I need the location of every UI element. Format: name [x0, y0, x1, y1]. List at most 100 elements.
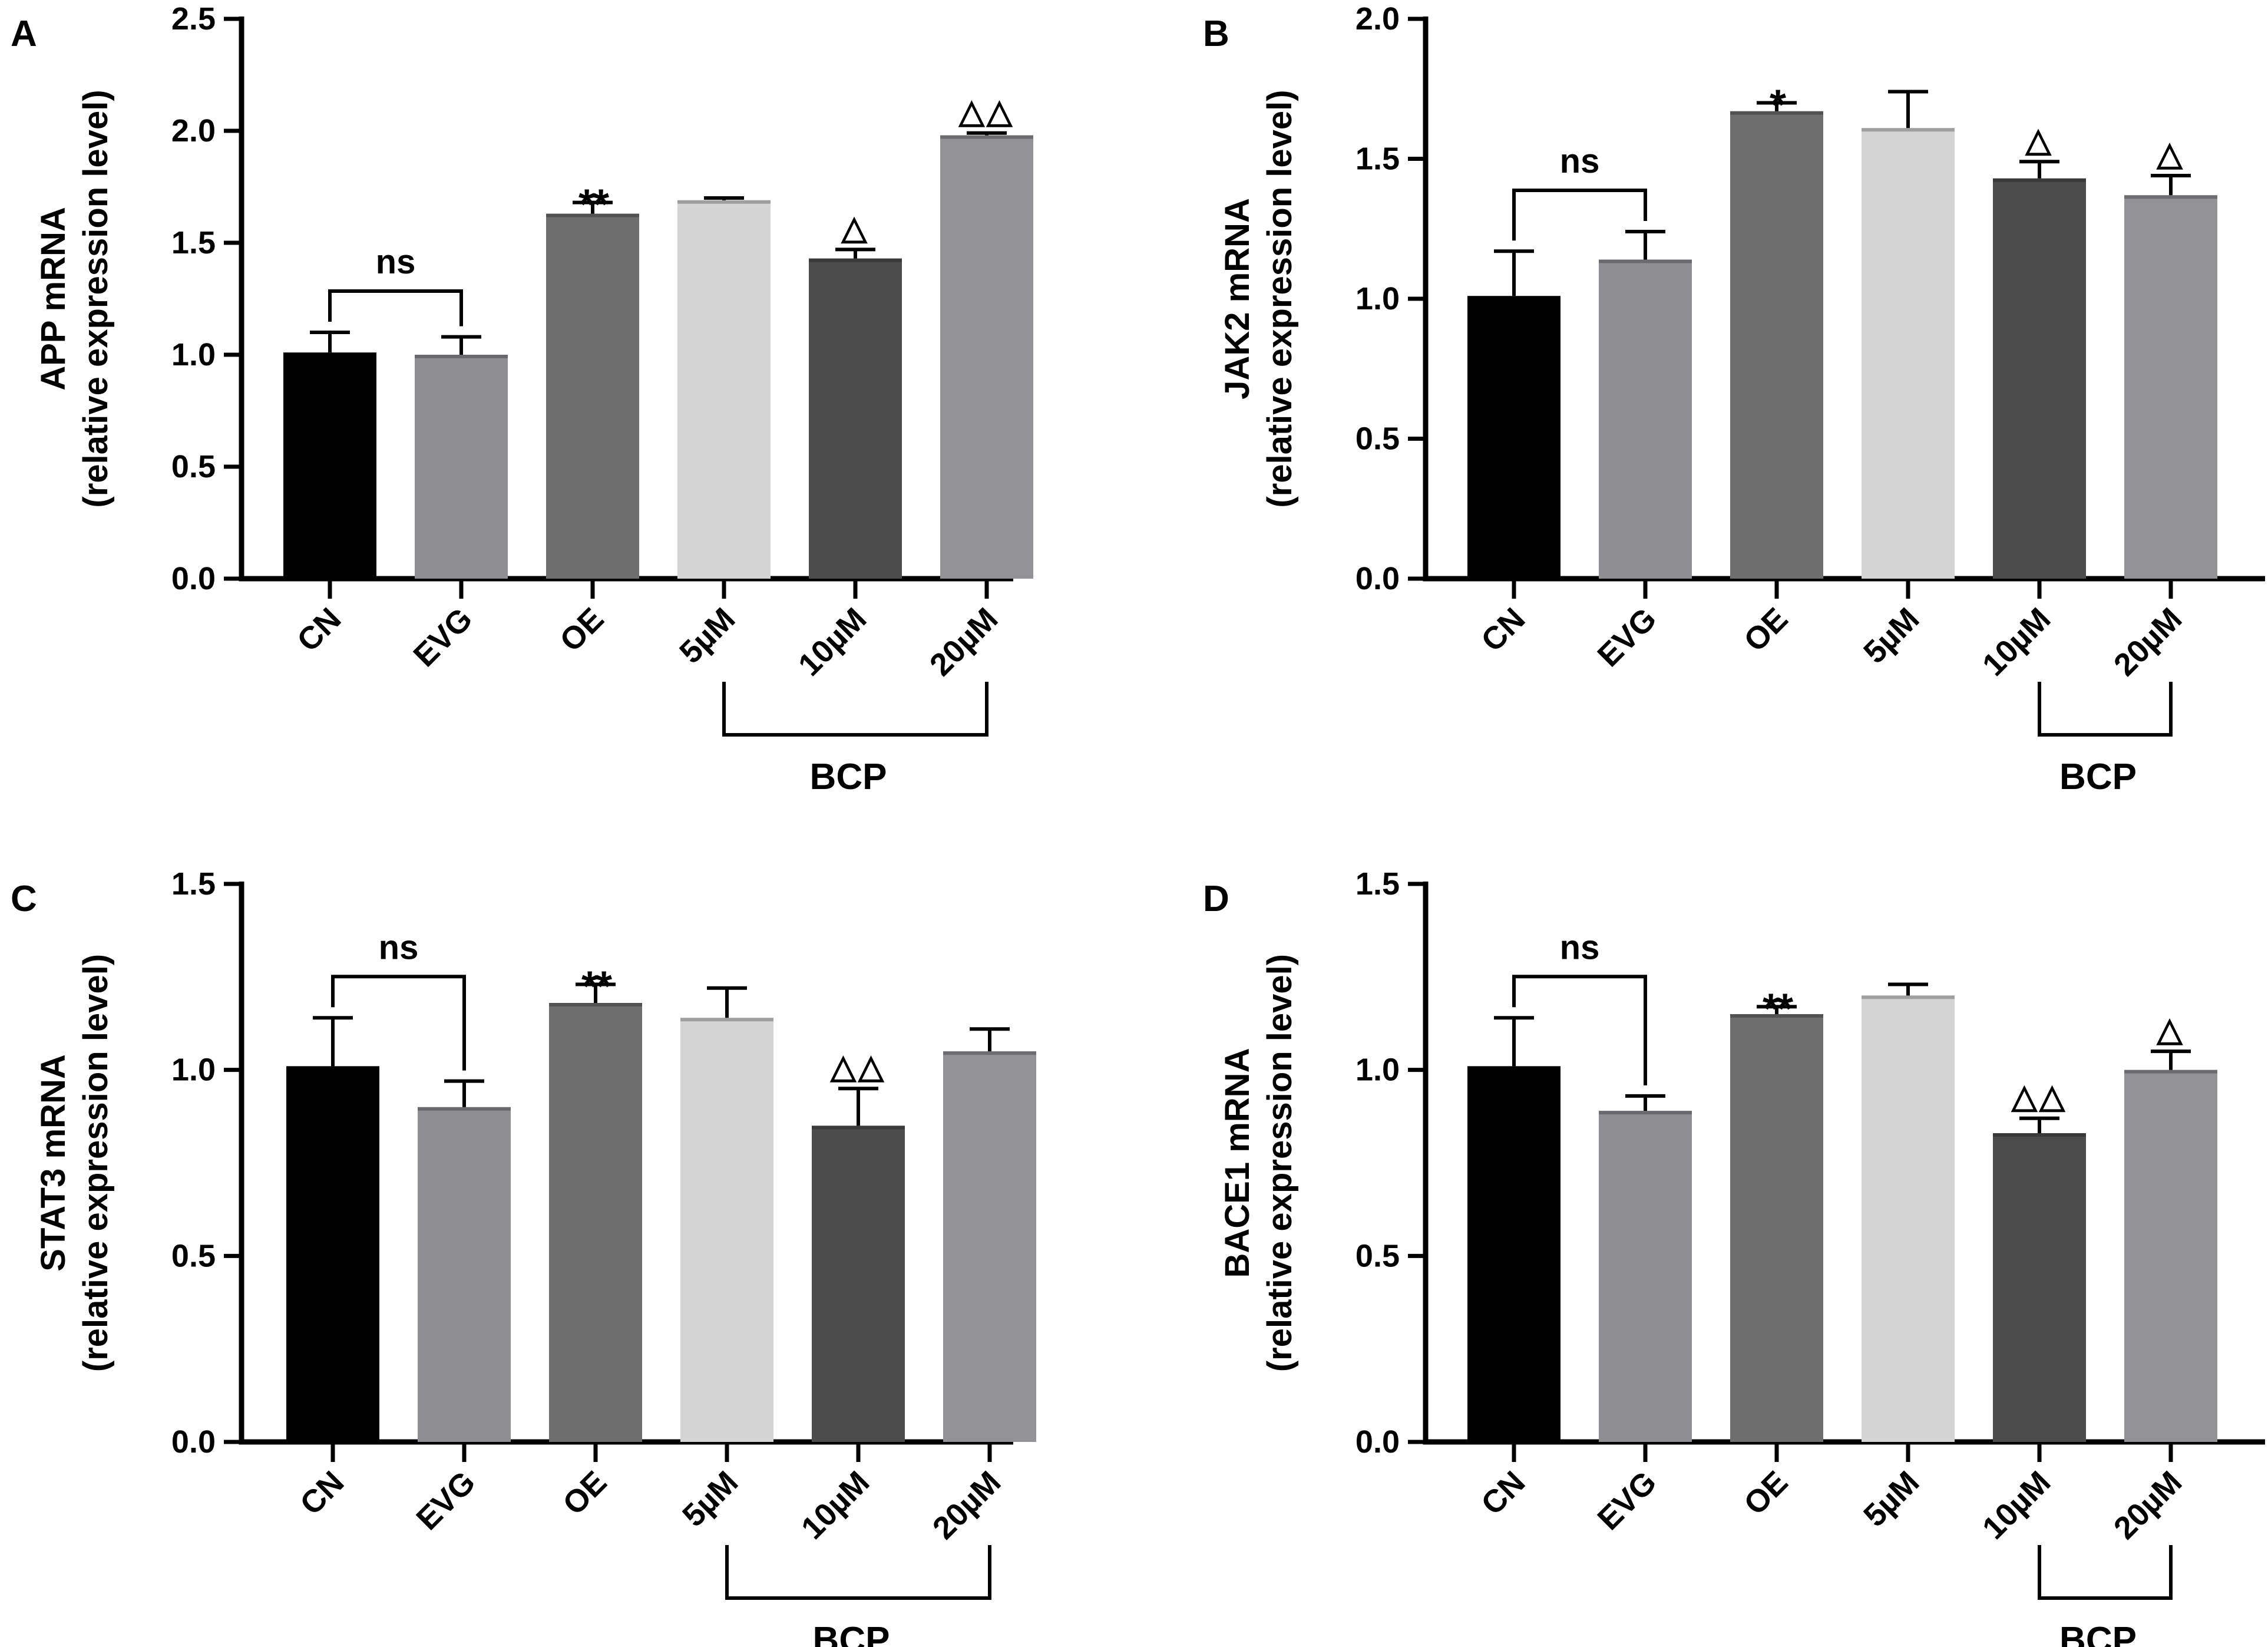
- ns-label: ns: [376, 243, 416, 281]
- significance-mark: △△: [829, 1048, 886, 1085]
- x-tick-label: OE: [556, 1464, 614, 1522]
- ns-label: ns: [1560, 142, 1600, 180]
- bar: [1599, 259, 1692, 579]
- bar: [1467, 1066, 1561, 1442]
- y-tick-label: 0.0: [1355, 1424, 1400, 1460]
- bcp-group-bracket: [722, 682, 988, 737]
- x-tick-label: CN: [1474, 1464, 1532, 1522]
- significance-mark: △: [2024, 121, 2053, 158]
- x-tick-label: OE: [1737, 1464, 1795, 1522]
- significance-mark: **: [581, 963, 612, 1010]
- significance-mark: △△: [958, 93, 1014, 130]
- y-tick-label: 2.0: [171, 113, 216, 148]
- significance-mark: △: [840, 209, 869, 246]
- bcp-group-bracket: [2038, 1545, 2173, 1600]
- y-tick-label: 1.0: [171, 1052, 216, 1088]
- bar: [2124, 195, 2217, 579]
- chart-panel-c: C STAT3 mRNA (relative expression level) 0.…: [11, 866, 1036, 1647]
- ns-bracket: [1512, 189, 1647, 241]
- bcp-group-label: BCP: [2059, 757, 2137, 797]
- bar: [546, 213, 639, 579]
- bar: [1993, 178, 2086, 579]
- chart-panel-b: B JAK2 mRNA (relative expression level) 0.0…: [1203, 1, 2265, 797]
- bcp-group-label: BCP: [810, 757, 887, 797]
- bar: [943, 1051, 1036, 1442]
- bar: [677, 200, 771, 579]
- y-tick-label: 1.0: [1355, 281, 1400, 316]
- x-tick-label: EVG: [409, 1464, 482, 1537]
- y-tick-label: 0.5: [1355, 1238, 1400, 1273]
- significance-mark: *: [1770, 82, 1786, 129]
- x-tick-label: 5µM: [673, 601, 742, 670]
- y-axis-title-line1: STAT3 mRNA: [34, 1054, 72, 1271]
- bar: [418, 1107, 511, 1442]
- y-axis-title: BACE1 mRNA (relative expression level): [1218, 954, 1299, 1372]
- x-tick-label: 10µM: [1976, 1464, 2058, 1546]
- y-axis-title-line2: (relative expression level): [77, 90, 115, 507]
- bar: [1862, 995, 1955, 1442]
- bar: [1599, 1111, 1692, 1442]
- y-axis-title: APP mRNA (relative expression level): [34, 90, 115, 507]
- y-tick-label: 1.5: [1355, 866, 1400, 902]
- panel-letter: D: [1203, 879, 1229, 919]
- ns-bracket: [331, 975, 466, 1071]
- bar: [1862, 128, 1955, 579]
- x-tick-label: 10µM: [795, 1464, 877, 1546]
- x-tick-label: CN: [290, 601, 348, 659]
- panel-letter: C: [11, 879, 37, 919]
- y-axis-title-line1: BACE1 mRNA: [1218, 1048, 1257, 1278]
- bcp-group-bracket: [2038, 682, 2173, 737]
- x-tick-label: 5µM: [1857, 601, 1926, 670]
- bar: [549, 1003, 642, 1442]
- bar: [812, 1125, 905, 1442]
- x-tick-label: EVG: [1591, 601, 1663, 674]
- bar: [415, 355, 508, 579]
- x-tick-label: 20µM: [926, 1464, 1008, 1546]
- x-tick-label: OE: [553, 601, 611, 659]
- x-tick-label: 5µM: [676, 1464, 745, 1533]
- chart-panel-a: A APP mRNA (relative expression level) 0.0 0…: [11, 1, 1033, 797]
- significance-mark: **: [1763, 985, 1793, 1032]
- y-axis-title-line1: JAK2 mRNA: [1218, 198, 1257, 400]
- x-tick-label: OE: [1737, 601, 1795, 659]
- x-tick-label: 20µM: [923, 601, 1005, 683]
- y-tick-label: 1.0: [1355, 1052, 1400, 1088]
- x-tick-label: EVG: [406, 601, 479, 674]
- significance-mark: △: [2155, 135, 2184, 172]
- bar: [286, 1066, 379, 1442]
- bar: [940, 135, 1033, 579]
- y-axis-title-line2: (relative expression level): [1261, 90, 1299, 507]
- x-tick-label: EVG: [1591, 1464, 1663, 1537]
- bar: [1993, 1133, 2086, 1442]
- y-axis-title: JAK2 mRNA (relative expression level): [1218, 90, 1299, 507]
- x-tick-label: 10µM: [1976, 601, 2058, 683]
- bar: [1467, 296, 1561, 579]
- x-tick-label: CN: [1474, 601, 1532, 659]
- panel-letter: B: [1203, 14, 1229, 54]
- y-axis-title-line2: (relative expression level): [77, 954, 115, 1372]
- bar: [2124, 1070, 2217, 1442]
- ns-label: ns: [379, 928, 419, 966]
- y-tick-label: 0.5: [171, 1238, 216, 1273]
- y-tick-label: 0.0: [1355, 561, 1400, 596]
- x-tick-label: 20µM: [2107, 1464, 2189, 1546]
- bar: [283, 352, 376, 579]
- x-tick-label: CN: [293, 1464, 351, 1522]
- y-tick-label: 1.0: [171, 337, 216, 372]
- bar: [1730, 1014, 1823, 1442]
- bar: [1730, 111, 1823, 579]
- bar: [809, 258, 902, 579]
- y-axis-title-line2: (relative expression level): [1261, 954, 1299, 1372]
- x-tick-label: 10µM: [792, 601, 874, 683]
- y-tick-label: 1.5: [1355, 141, 1400, 177]
- y-tick-label: 2.0: [1355, 1, 1400, 37]
- y-tick-label: 0.5: [1355, 421, 1400, 457]
- bcp-group-label: BCP: [2059, 1620, 2137, 1647]
- y-tick-label: 0.0: [171, 1424, 216, 1460]
- y-axis-title: STAT3 mRNA (relative expression level): [34, 954, 115, 1372]
- x-tick-label: 5µM: [1857, 1464, 1926, 1533]
- y-tick-label: 0.5: [171, 449, 216, 484]
- bar: [680, 1018, 773, 1442]
- y-tick-label: 1.5: [171, 866, 216, 902]
